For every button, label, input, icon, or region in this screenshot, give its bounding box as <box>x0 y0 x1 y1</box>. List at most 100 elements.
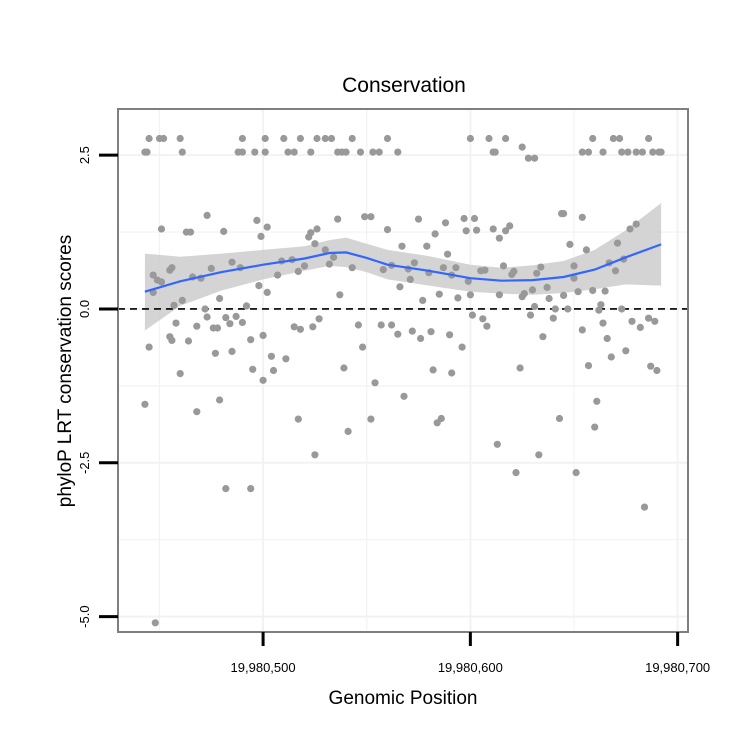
panel-border <box>117 108 689 633</box>
data-point <box>493 440 501 448</box>
data-point <box>444 250 452 258</box>
data-point <box>528 286 537 294</box>
data-point <box>170 301 178 309</box>
data-point <box>520 290 528 298</box>
data-point <box>284 148 292 156</box>
data-point <box>398 242 406 250</box>
data-point <box>369 148 377 156</box>
data-point <box>226 320 234 328</box>
data-point <box>609 134 618 143</box>
x-tick-label: 19,980,700 <box>645 660 710 675</box>
data-point <box>601 287 609 295</box>
data-point <box>537 263 545 271</box>
data-point <box>408 327 416 335</box>
data-point <box>348 264 356 272</box>
data-point <box>176 134 184 143</box>
data-point <box>423 242 431 250</box>
data-point <box>491 148 499 156</box>
data-point <box>222 485 230 493</box>
data-point <box>344 427 352 435</box>
data-point <box>589 134 597 143</box>
data-point <box>555 414 564 423</box>
data-point <box>327 134 336 143</box>
data-point <box>257 232 265 240</box>
data-point <box>419 296 427 304</box>
data-point <box>653 366 661 375</box>
y-tick-label: -2.5 <box>77 452 92 474</box>
data-point <box>321 134 329 143</box>
data-point <box>479 315 487 323</box>
data-point <box>452 264 460 272</box>
data-point <box>313 225 321 233</box>
data-point <box>417 334 425 343</box>
data-point <box>367 415 375 423</box>
data-point <box>203 211 211 219</box>
data-point <box>193 322 201 330</box>
data-point <box>489 225 497 233</box>
chart-title: Conservation <box>342 74 466 97</box>
data-point <box>330 253 338 261</box>
data-point <box>203 313 211 321</box>
data-point <box>280 134 288 143</box>
data-point <box>151 619 159 627</box>
data-point <box>578 326 586 334</box>
data-point <box>410 259 418 267</box>
data-point <box>632 148 640 156</box>
data-point <box>269 366 278 375</box>
y-axis-label: phyloP LRT conservation scores <box>55 235 76 508</box>
data-point <box>574 288 582 296</box>
data-point <box>502 227 510 235</box>
data-point <box>216 294 224 303</box>
data-point <box>157 278 166 286</box>
data-point <box>313 134 321 143</box>
data-point <box>560 210 568 218</box>
data-point <box>466 134 474 143</box>
data-point <box>145 134 153 143</box>
data-point <box>383 134 392 143</box>
data-point <box>545 294 553 303</box>
data-point <box>340 364 348 372</box>
data-point <box>570 274 578 282</box>
data-point <box>628 317 636 325</box>
data-point <box>367 213 375 221</box>
data-point <box>168 336 176 344</box>
data-point <box>238 318 246 327</box>
data-point <box>253 216 261 224</box>
data-point <box>599 319 607 327</box>
data-point <box>499 262 508 270</box>
data-point <box>462 227 470 235</box>
y-tick-label: 2.5 <box>77 146 92 164</box>
y-tick-label: -5.0 <box>77 605 92 627</box>
data-point <box>516 364 524 372</box>
data-point <box>296 134 304 143</box>
panel-background <box>118 109 688 632</box>
data-point <box>512 469 520 477</box>
x-tick-label: 19,980,500 <box>231 660 296 675</box>
data-point <box>495 291 503 299</box>
data-point <box>290 148 298 156</box>
y-tick-label: 0.0 <box>77 300 92 318</box>
data-point <box>375 148 383 156</box>
data-point <box>290 323 298 331</box>
data-point <box>261 134 269 143</box>
data-point <box>251 148 259 156</box>
data-point <box>539 333 547 341</box>
data-point <box>441 219 450 227</box>
data-point <box>176 370 184 378</box>
data-point <box>255 282 263 290</box>
data-point <box>533 269 541 277</box>
data-point <box>296 325 304 333</box>
data-point <box>315 315 323 323</box>
data-point <box>618 148 626 156</box>
data-point <box>483 322 491 330</box>
data-point <box>595 306 603 314</box>
data-point <box>647 362 655 370</box>
data-point <box>624 148 632 156</box>
data-point <box>321 246 329 254</box>
x-axis-label: Genomic Position <box>329 688 478 709</box>
data-point <box>359 343 367 351</box>
data-point <box>220 227 228 235</box>
data-point <box>309 323 317 331</box>
plot-panel <box>117 108 689 633</box>
